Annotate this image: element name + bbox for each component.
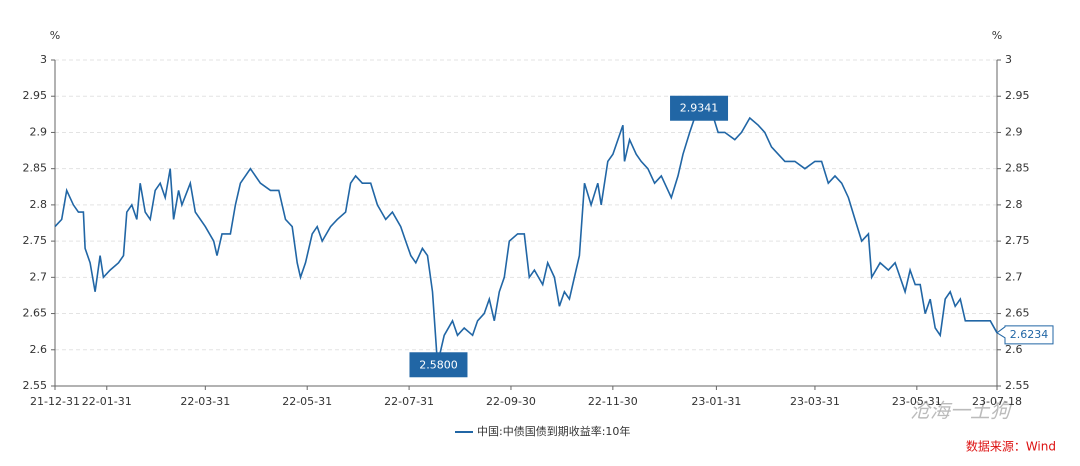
x-tick-label: 22-11-30 (588, 395, 638, 408)
annotation-box (409, 352, 468, 378)
x-tick-label: 23-07-18 (972, 395, 1022, 408)
x-tick-label: 22-09-30 (486, 395, 536, 408)
y2-tick-label: 2.8 (1005, 198, 1023, 211)
y-tick-label: 2.6 (30, 343, 48, 356)
y-tick-label: 2.85 (23, 162, 48, 175)
x-tick-label: 23-03-31 (790, 395, 840, 408)
annotation-box (996, 325, 1054, 345)
annotation-label: 2.9341 (680, 102, 719, 115)
y2-tick-label: 2.75 (1005, 234, 1030, 247)
y2-tick-label: 2.7 (1005, 270, 1023, 283)
y-tick-label: 2.75 (23, 234, 48, 247)
y2-tick-label: 2.55 (1005, 379, 1030, 392)
annotation-box (670, 95, 729, 121)
y-tick-label: 2.7 (30, 270, 48, 283)
y-tick-label: 3 (40, 53, 47, 66)
x-tick-label: 21-12-31 (30, 395, 80, 408)
y-tick-label: 2.8 (30, 198, 48, 211)
x-tick-label: 23-01-31 (691, 395, 741, 408)
legend-label: 中国:中债国债到期收益率:10年 (477, 424, 630, 438)
y-tick-label: 2.9 (30, 125, 48, 138)
y-unit: % (50, 29, 60, 42)
y2-tick-label: 2.65 (1005, 307, 1030, 320)
y2-tick-label: 2.85 (1005, 162, 1030, 175)
y2-unit: % (992, 29, 1002, 42)
y-tick-label: 2.95 (23, 89, 48, 102)
y2-tick-label: 3 (1005, 53, 1012, 66)
y2-tick-label: 2.95 (1005, 89, 1030, 102)
y-tick-label: 2.55 (23, 379, 48, 392)
y-tick-label: 2.65 (23, 307, 48, 320)
y2-tick-label: 2.6 (1005, 343, 1023, 356)
x-tick-label: 22-05-31 (282, 395, 332, 408)
series-line (54, 105, 998, 365)
watermark: 沧海一土狗 (910, 399, 1013, 423)
annotation-label: 2.6234 (1010, 328, 1049, 341)
y2-tick-label: 2.9 (1005, 125, 1023, 138)
x-tick-label: 23-05-31 (892, 395, 942, 408)
x-tick-label: 22-07-31 (384, 395, 434, 408)
annotation-label: 2.5800 (419, 358, 458, 371)
x-tick-label: 22-03-31 (180, 395, 230, 408)
source: 数据来源：Wind (966, 439, 1056, 454)
x-tick-label: 22-01-31 (82, 395, 132, 408)
